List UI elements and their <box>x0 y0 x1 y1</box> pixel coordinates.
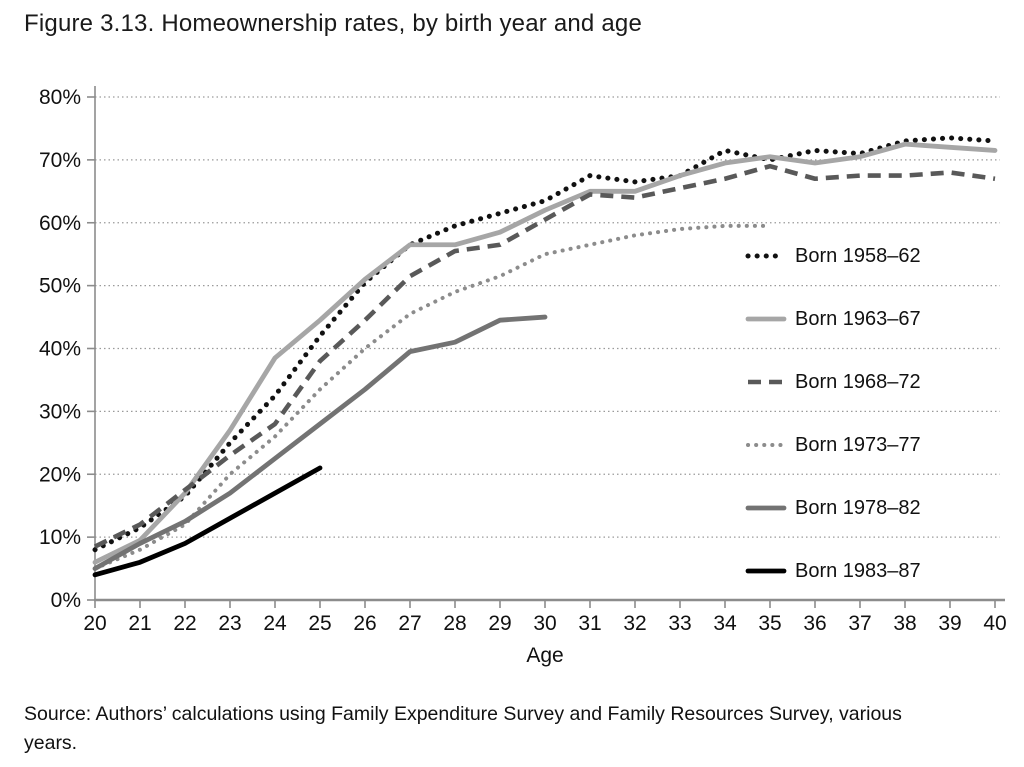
legend-item-born-1963-67: Born 1963–67 <box>745 305 921 333</box>
legend-item-born-1983-87: Born 1983–87 <box>745 557 921 585</box>
legend-label: Born 1983–87 <box>795 559 921 582</box>
x-tick-label: 40 <box>983 612 1006 635</box>
y-tick-label: 20% <box>39 463 81 486</box>
legend-label: Born 1958–62 <box>795 244 921 267</box>
y-tick-label: 10% <box>39 526 81 549</box>
legend-swatch <box>745 568 787 574</box>
legend-swatch <box>745 316 787 322</box>
y-tick-label: 60% <box>39 212 81 235</box>
x-tick-label: 23 <box>218 612 241 635</box>
y-tick-label: 30% <box>39 400 81 423</box>
x-tick-label: 37 <box>848 612 871 635</box>
legend-swatch <box>746 443 786 447</box>
y-tick-label: 70% <box>39 149 81 172</box>
legend-label: Born 1968–72 <box>795 370 921 393</box>
y-tick-label: 40% <box>39 338 81 361</box>
y-tick-label: 50% <box>39 275 81 298</box>
x-tick-label: 38 <box>893 612 916 635</box>
legend-item-born-1968-72: Born 1968–72 <box>745 368 921 396</box>
series-line-born-1978-82 <box>92 314 548 571</box>
legend-swatch <box>748 379 784 385</box>
x-tick-label: 39 <box>938 612 961 635</box>
x-tick-label: 21 <box>128 612 151 635</box>
y-tick-label: 80% <box>39 86 81 109</box>
x-tick-label: 24 <box>263 612 287 635</box>
source-note: Source: Authors’ calculations using Fami… <box>24 700 984 759</box>
legend-swatch <box>745 253 787 259</box>
series-line-born-1968-72 <box>93 163 996 549</box>
x-tick-label: 25 <box>308 612 331 635</box>
legend-label: Born 1963–67 <box>795 307 921 330</box>
x-tick-label: 31 <box>578 612 601 635</box>
x-tick-label: 32 <box>623 612 646 635</box>
x-tick-label: 20 <box>83 612 106 635</box>
source-note-line1: Source: Authors’ calculations using Fami… <box>24 703 902 725</box>
x-tick-label: 26 <box>353 612 376 635</box>
x-tick-label: 36 <box>803 612 826 635</box>
x-tick-label: 30 <box>533 612 556 635</box>
x-tick-label: 34 <box>713 612 737 635</box>
x-tick-label: 28 <box>443 612 466 635</box>
x-tick-label: 29 <box>488 612 511 635</box>
legend-item-born-1978-82: Born 1978–82 <box>745 494 921 522</box>
series-line-born-1958-62 <box>92 135 998 553</box>
chart-title: Figure 3.13. Homeownership rates, by bir… <box>24 10 642 37</box>
legend-label: Born 1973–77 <box>795 433 921 456</box>
legend-item-born-1958-62: Born 1958–62 <box>745 242 921 270</box>
x-tick-label: 35 <box>758 612 781 635</box>
x-axis-label: Age <box>526 644 563 667</box>
legend-label: Born 1978–82 <box>795 496 921 519</box>
x-tick-label: 33 <box>668 612 691 635</box>
x-tick-label: 27 <box>398 612 421 635</box>
y-tick-label: 0% <box>51 589 81 612</box>
series-line-born-1983-87 <box>92 465 323 578</box>
x-tick-label: 22 <box>173 612 196 635</box>
line-chart: 0% 10% 20% 30% 40% 50% 60% 70% 80% 20 21 22 23 24 25 26… <box>39 86 1007 667</box>
series-line-born-1963-67 <box>92 141 998 565</box>
legend-swatch <box>745 505 787 511</box>
source-note-line2: years. <box>24 732 78 755</box>
legend-item-born-1973-77: Born 1973–77 <box>745 431 921 459</box>
series-line-born-1973-77 <box>93 223 772 571</box>
